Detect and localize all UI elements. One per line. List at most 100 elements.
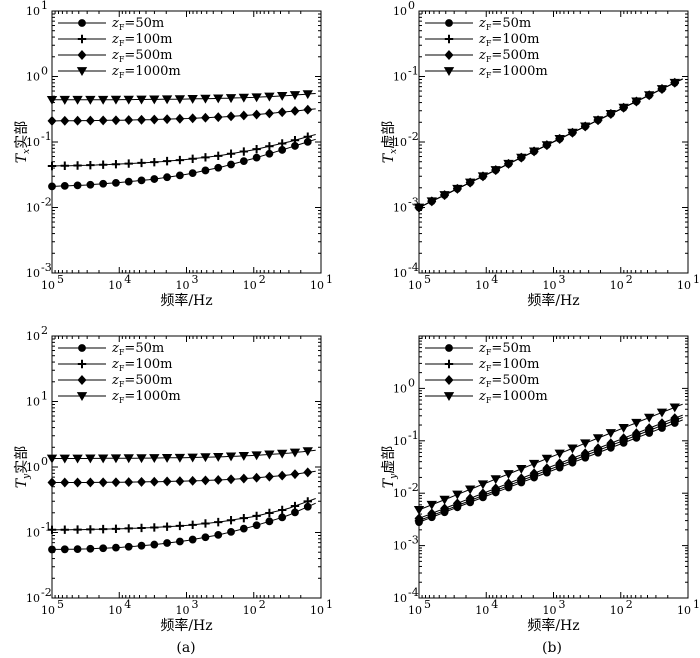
legend-label-main: z (478, 373, 486, 388)
data-point (631, 97, 642, 107)
data-point (464, 178, 476, 188)
data-point (528, 147, 540, 157)
data-point (265, 517, 274, 526)
legend-label-sub: F (486, 396, 492, 405)
data-point (86, 160, 95, 170)
x-axis-label: 频率/Hz (527, 617, 579, 634)
series-500m: zF=500m (47, 373, 316, 488)
y-tick-exponent: -1 (41, 130, 52, 143)
data-point (213, 94, 224, 104)
data-point (60, 161, 69, 170)
data-point (618, 103, 629, 113)
y-tick-exponent: -2 (41, 196, 52, 209)
data-point (98, 524, 108, 534)
x-tick-label: 10 (243, 604, 257, 617)
data-point (214, 163, 223, 172)
legend-label-rest: =500m (124, 373, 172, 388)
data-point (188, 113, 198, 124)
data-point (124, 177, 133, 186)
y-axis-label-suffix: 虚部 (381, 121, 397, 149)
x-tick-exponent: 2 (626, 598, 633, 611)
x-tick-label: 10 (677, 604, 691, 617)
y-tick-label: 10 (393, 71, 407, 84)
legend-marker (443, 392, 455, 401)
data-point (110, 454, 122, 464)
data-point (59, 454, 70, 464)
legend-label: zF=100m (478, 357, 539, 373)
legend-marker (76, 67, 88, 76)
data-point (541, 454, 553, 464)
data-point (464, 485, 476, 495)
data-point (187, 453, 198, 463)
y-tick-label: 10 (26, 330, 40, 343)
data-point (86, 525, 95, 534)
data-point (161, 95, 173, 105)
legend-label-rest: =1000m (491, 389, 547, 404)
legend-label: zF=1000m (478, 389, 548, 405)
data-point (112, 543, 120, 552)
data-point (99, 179, 108, 188)
data-point (592, 434, 604, 444)
legend-label-main: z (478, 357, 486, 372)
panel-label-b: (b) (542, 640, 562, 656)
series-100m: zF=100m (47, 32, 316, 171)
data-point (252, 521, 261, 530)
data-point (631, 418, 642, 428)
data-point (174, 95, 186, 105)
data-point (477, 172, 489, 182)
data-point (477, 480, 489, 490)
data-point (251, 93, 262, 103)
data-point (137, 114, 146, 125)
data-point (567, 128, 578, 138)
data-point (48, 182, 56, 191)
data-point (669, 78, 680, 88)
legend-marker (78, 344, 86, 352)
data-point (252, 511, 261, 521)
legend-label-sub: F (119, 380, 125, 389)
x-tick-label: 10 (176, 279, 190, 292)
legend-label: zF=500m (111, 48, 172, 64)
legend-label-main: z (478, 32, 486, 47)
series-line (51, 138, 316, 187)
plot-frame (51, 335, 322, 599)
data-point (213, 452, 224, 462)
data-point (162, 522, 172, 531)
legend-label: zF=1000m (111, 389, 181, 405)
data-point (426, 197, 437, 207)
data-point (290, 136, 300, 145)
data-point (175, 476, 185, 487)
data-point (239, 524, 248, 533)
x-tick-exponent: 2 (259, 598, 266, 611)
data-point (47, 161, 57, 171)
data-point (59, 95, 70, 105)
data-point (657, 418, 667, 429)
data-point (669, 403, 680, 413)
x-tick-exponent: 3 (559, 598, 566, 611)
data-point (528, 459, 540, 469)
data-point (98, 115, 108, 126)
x-axis-label: 频率/Hz (160, 617, 212, 634)
x-tick-label: 10 (108, 279, 122, 292)
data-point (277, 92, 288, 101)
legend-marker (444, 375, 454, 385)
chart-tx-imag: 10 5 10 4 10 3 10 2 10 110 -410 -310 -210 -110 0频率/HzT… (381, 0, 700, 309)
x-tick-exponent: 3 (559, 273, 566, 286)
y-tick-label: 10 (26, 461, 40, 474)
data-point (85, 95, 96, 105)
legend-label-rest: =50m (124, 341, 164, 356)
data-point (47, 525, 57, 534)
data-point (73, 545, 82, 554)
data-point (239, 513, 249, 523)
x-tick-exponent: 4 (124, 598, 131, 611)
x-tick-label: 10 (543, 279, 557, 292)
data-point (452, 184, 463, 194)
data-point (490, 475, 501, 485)
data-point (98, 477, 108, 488)
data-point (592, 116, 604, 126)
data-point (670, 413, 680, 424)
data-point (413, 203, 425, 213)
data-point (200, 94, 211, 104)
y-axis-label-sub: x (22, 149, 32, 154)
plot-frame (418, 335, 689, 599)
legend-marker (444, 359, 454, 369)
